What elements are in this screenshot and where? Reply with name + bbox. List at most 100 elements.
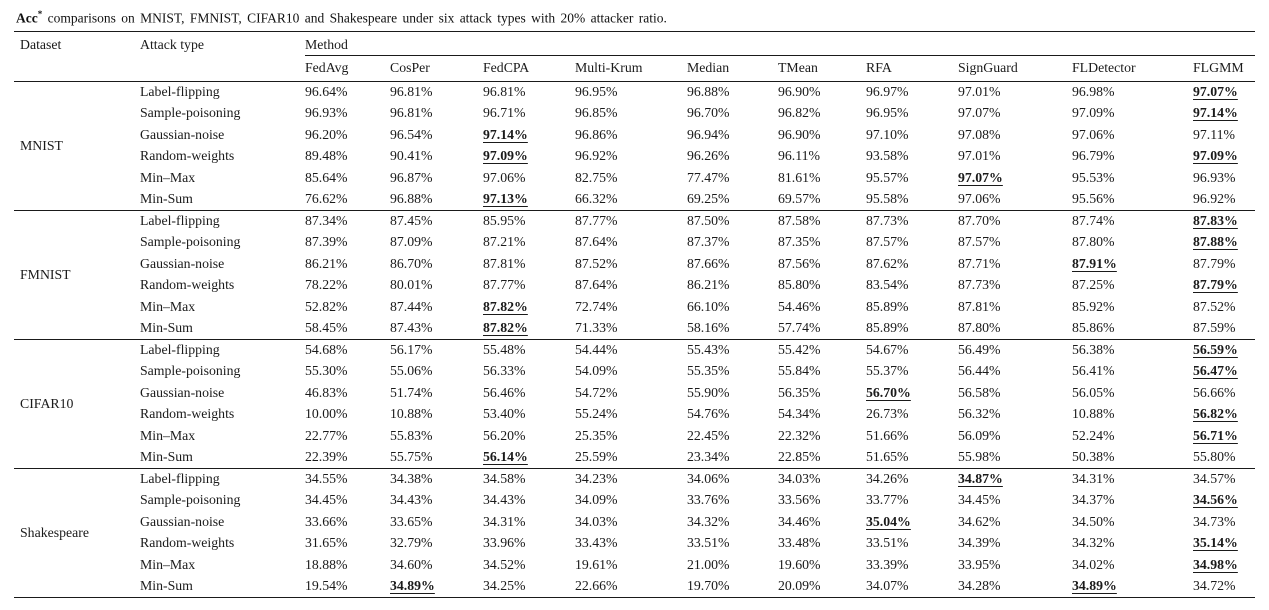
value: 34.02% (1072, 556, 1115, 572)
value: 32.79% (390, 535, 433, 551)
value-cell: 97.07% (958, 167, 1072, 189)
value: 55.43% (687, 342, 730, 357)
best-value: 56.59% (1193, 342, 1238, 357)
value: 97.09% (1072, 105, 1115, 121)
attack-type-cell: Random-weights (140, 535, 235, 551)
value: 95.53% (1072, 169, 1115, 185)
value: 56.49% (958, 342, 1001, 357)
best-value: 97.09% (483, 148, 528, 164)
value-cell: 34.37% (1072, 490, 1193, 512)
best-value: 56.47% (1193, 363, 1238, 379)
value: 56.05% (1072, 384, 1115, 400)
value: 87.64% (575, 234, 618, 250)
value-cell: 87.73% (958, 275, 1072, 297)
value-cell: 96.81% (390, 81, 483, 103)
value-cell: 87.83% (1193, 210, 1255, 232)
value: 56.33% (483, 363, 526, 379)
value: 54.46% (778, 298, 821, 314)
best-value: 87.82% (483, 320, 528, 335)
dataset-cell: MNIST (14, 81, 140, 211)
value-cell: 34.55% (305, 468, 390, 490)
value: 55.83% (390, 427, 433, 443)
value: 72.74% (575, 298, 618, 314)
value-cell: 56.09% (958, 425, 1072, 447)
value: 51.66% (866, 427, 909, 443)
method-column-header: FedCPA (483, 55, 575, 82)
value-cell: 34.31% (1072, 468, 1193, 490)
table-row: Min–Max 22.77% 55.83% 56.20% 25.35% 22.45% 22.… (14, 425, 1255, 447)
value: 31.65% (305, 535, 348, 551)
value-cell: 33.39% (866, 554, 958, 576)
value: 52.82% (305, 298, 348, 314)
value-cell: 52.82% (305, 296, 390, 318)
value: 55.84% (778, 363, 821, 379)
table-row: Random-weights 10.00% 10.88% 53.40% 55.24% 54… (14, 404, 1255, 426)
value-cell: 33.76% (687, 490, 778, 512)
attack-type-cell: Min–Max (140, 427, 196, 443)
value: 25.59% (575, 449, 618, 464)
value: 85.95% (483, 213, 526, 228)
value-cell: 55.42% (778, 339, 866, 361)
value: 34.73% (1193, 513, 1236, 529)
value-cell: 87.50% (687, 210, 778, 232)
value-cell: 54.76% (687, 404, 778, 426)
value-cell: 96.82% (778, 103, 866, 125)
value-cell: 66.32% (575, 188, 687, 211)
value-cell: 22.45% (687, 425, 778, 447)
value-cell: 57.74% (778, 317, 866, 340)
value-cell: 97.01% (958, 146, 1072, 168)
value: 56.58% (958, 384, 1001, 400)
value: 87.80% (1072, 234, 1115, 250)
value-cell: 52.24% (1072, 425, 1193, 447)
value-cell: 56.44% (958, 361, 1072, 383)
value-cell: 95.56% (1072, 188, 1193, 211)
value: 66.32% (575, 191, 618, 206)
value: 55.42% (778, 342, 821, 357)
table-row: Gaussian-noise 33.66% 33.65% 34.31% 34.03% 34… (14, 511, 1255, 533)
value-cell: 97.06% (483, 167, 575, 189)
value: 54.68% (305, 342, 348, 357)
value: 22.39% (305, 449, 348, 464)
value: 34.43% (483, 492, 526, 508)
table-caption: Acc* comparisons on MNIST, FMNIST, CIFAR… (0, 0, 1269, 28)
value: 87.09% (390, 234, 433, 250)
value-cell: 56.58% (958, 382, 1072, 404)
value-cell: 89.48% (305, 146, 390, 168)
value-cell: 95.53% (1072, 167, 1193, 189)
table-row: Min–Max 85.64% 96.87% 97.06% 82.75% 77.47% 81.… (14, 167, 1255, 189)
value: 87.58% (778, 213, 821, 228)
value: 53.40% (483, 406, 526, 422)
value-cell: 10.00% (305, 404, 390, 426)
value: 96.81% (390, 105, 433, 121)
attack-type-cell: Min-Sum (140, 578, 193, 593)
value: 58.45% (305, 320, 348, 335)
value: 76.62% (305, 191, 348, 206)
value: 95.57% (866, 169, 909, 185)
value: 87.79% (1193, 255, 1236, 271)
value-cell: 34.06% (687, 468, 778, 490)
value: 96.93% (305, 105, 348, 121)
value: 85.89% (866, 320, 909, 335)
value: 34.60% (390, 556, 433, 572)
value: 34.37% (1072, 492, 1115, 508)
best-value: 87.82% (483, 298, 528, 314)
value-cell: 87.74% (1072, 210, 1193, 232)
value-cell: 87.70% (958, 210, 1072, 232)
value-cell: 34.28% (958, 576, 1072, 598)
dataset-cell: Shakespeare (20, 524, 89, 540)
value-cell: 51.74% (390, 382, 483, 404)
value: 86.21% (305, 255, 348, 271)
value-cell: 23.34% (687, 446, 778, 469)
value: 87.52% (575, 255, 618, 271)
value-cell: 22.32% (778, 425, 866, 447)
value: 96.87% (390, 169, 433, 185)
value-cell: 51.65% (866, 446, 958, 469)
value: 82.75% (575, 169, 618, 185)
value-cell: 34.89% (390, 576, 483, 598)
value-cell: 22.39% (305, 446, 390, 469)
value: 23.34% (687, 449, 730, 464)
value-cell: 56.33% (483, 361, 575, 383)
header-row-methods: FedAvg CosPer FedCPA Multi-Krum Median TMean R… (14, 55, 1256, 82)
value: 87.25% (1072, 277, 1115, 293)
value-cell: 55.37% (866, 361, 958, 383)
